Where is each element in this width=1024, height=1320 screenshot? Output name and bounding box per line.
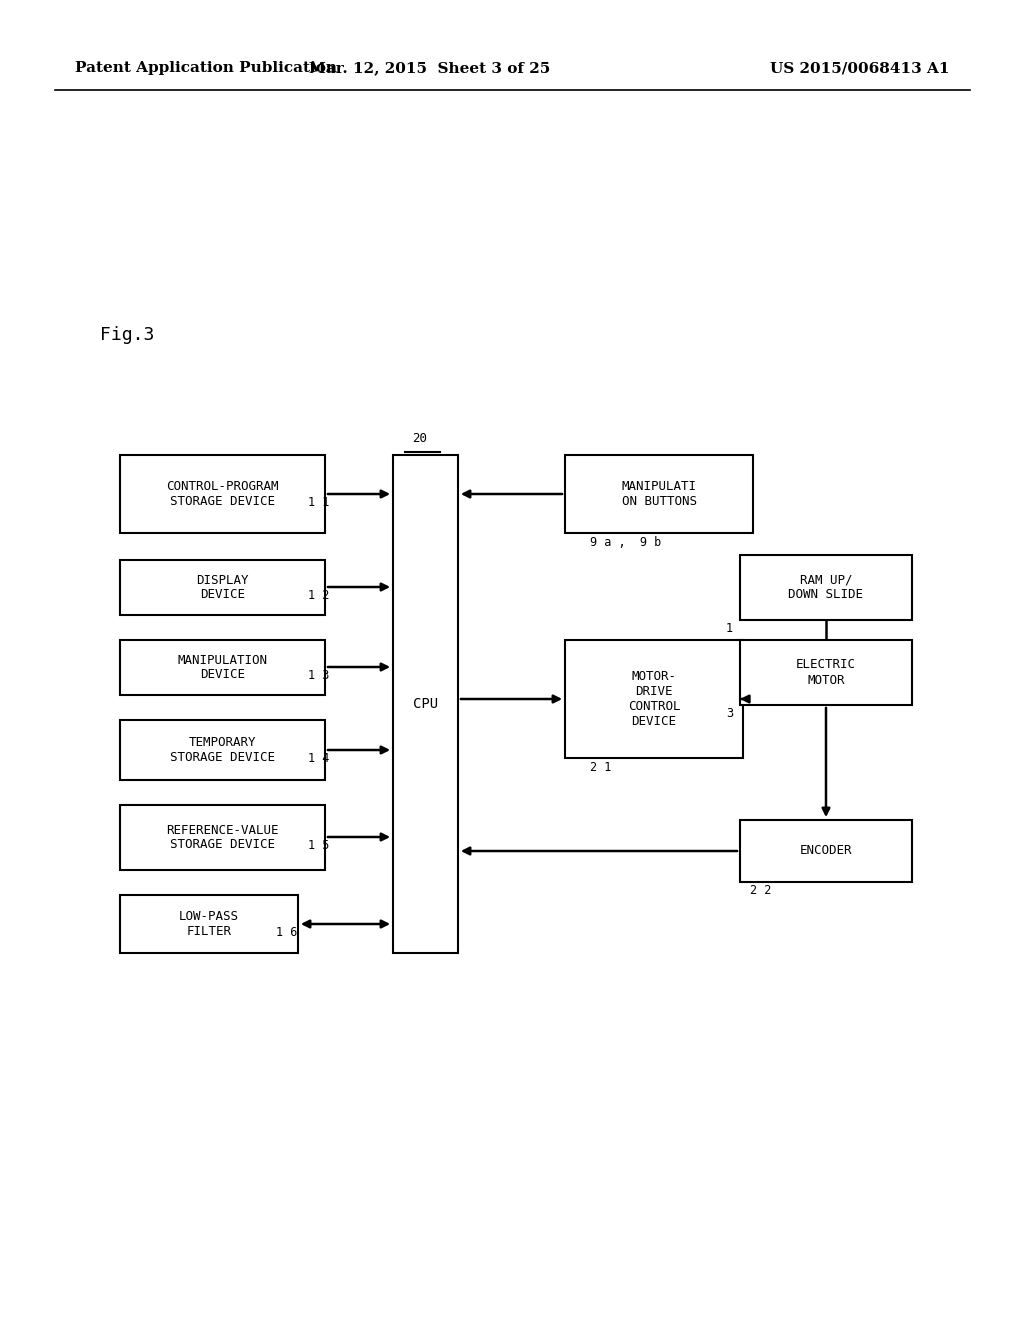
Bar	[740, 820, 912, 882]
Text: REFERENCE-VALUE
STORAGE DEVICE: REFERENCE-VALUE STORAGE DEVICE	[166, 824, 279, 851]
Text: LOW-PASS
FILTER: LOW-PASS FILTER	[179, 909, 239, 939]
Text: 2 1: 2 1	[590, 762, 611, 774]
Text: CPU: CPU	[413, 697, 438, 711]
Bar	[565, 455, 753, 533]
Text: Patent Application Publication: Patent Application Publication	[75, 61, 337, 75]
Bar	[120, 640, 325, 696]
Bar	[120, 895, 298, 953]
Text: CONTROL-PROGRAM
STORAGE DEVICE: CONTROL-PROGRAM STORAGE DEVICE	[166, 480, 279, 508]
Text: DISPLAY
DEVICE: DISPLAY DEVICE	[197, 573, 249, 602]
Text: Fig.3: Fig.3	[100, 326, 155, 345]
Text: RAM UP/
DOWN SLIDE: RAM UP/ DOWN SLIDE	[788, 573, 863, 602]
Bar	[393, 455, 458, 953]
Text: MANIPULATI
ON BUTTONS: MANIPULATI ON BUTTONS	[622, 480, 696, 508]
Text: ENCODER: ENCODER	[800, 845, 852, 858]
Text: Mar. 12, 2015  Sheet 3 of 25: Mar. 12, 2015 Sheet 3 of 25	[309, 61, 551, 75]
Text: 1 1: 1 1	[308, 496, 330, 510]
Text: 1: 1	[726, 622, 733, 635]
Text: 3: 3	[726, 708, 733, 719]
Text: ELECTRIC
MOTOR: ELECTRIC MOTOR	[796, 659, 856, 686]
Text: MOTOR-
DRIVE
CONTROL
DEVICE: MOTOR- DRIVE CONTROL DEVICE	[628, 671, 680, 729]
Text: 1 4: 1 4	[308, 752, 330, 766]
Bar	[740, 640, 912, 705]
Bar	[120, 455, 325, 533]
Text: MANIPULATION
DEVICE: MANIPULATION DEVICE	[177, 653, 267, 681]
Bar	[120, 560, 325, 615]
Text: 2 2: 2 2	[750, 884, 771, 898]
Text: 20: 20	[413, 432, 427, 445]
Bar	[740, 554, 912, 620]
Text: 1 6: 1 6	[276, 927, 297, 939]
Text: 1 2: 1 2	[308, 589, 330, 602]
Text: TEMPORARY
STORAGE DEVICE: TEMPORARY STORAGE DEVICE	[170, 737, 275, 764]
Bar	[120, 719, 325, 780]
Text: 9 a ,  9 b: 9 a , 9 b	[590, 536, 662, 549]
Text: 1 5: 1 5	[308, 840, 330, 851]
Bar	[565, 640, 743, 758]
Text: 1 3: 1 3	[308, 669, 330, 682]
Text: US 2015/0068413 A1: US 2015/0068413 A1	[770, 61, 950, 75]
Bar	[120, 805, 325, 870]
